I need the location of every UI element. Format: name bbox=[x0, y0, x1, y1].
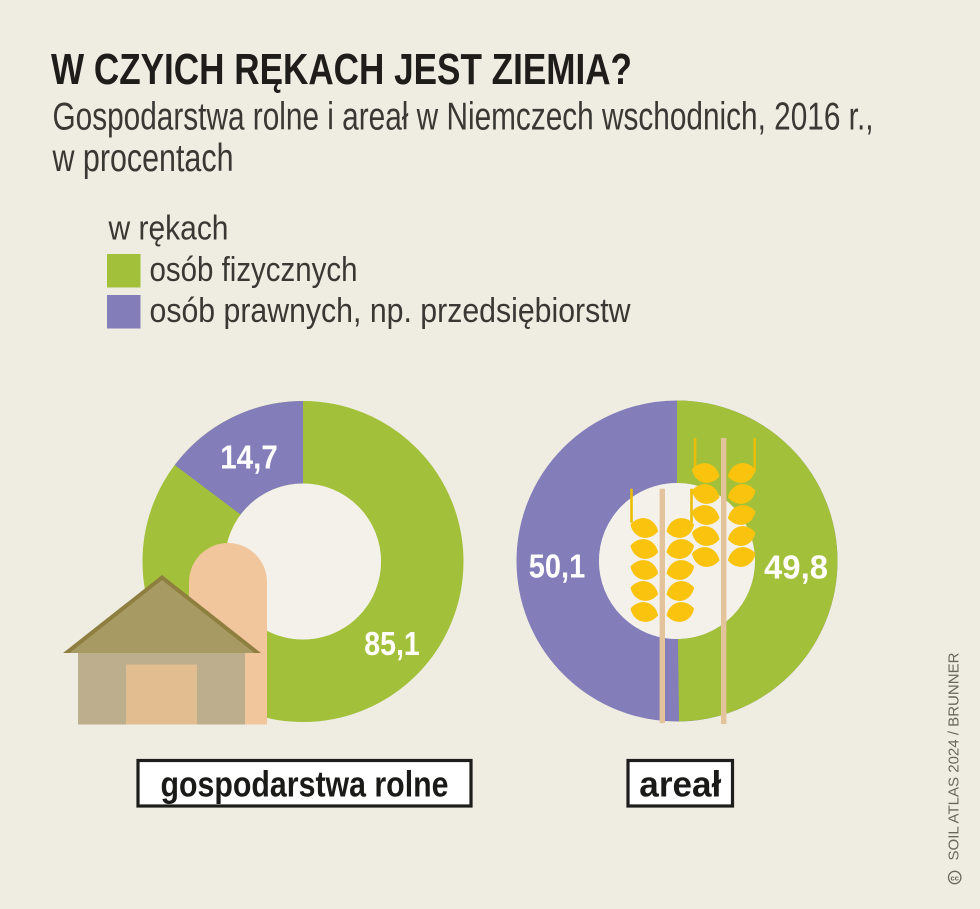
svg-text:14,7: 14,7 bbox=[220, 438, 278, 475]
svg-text:areał: areał bbox=[639, 764, 721, 805]
svg-text:gospodarstwa rolne: gospodarstwa rolne bbox=[161, 764, 449, 805]
svg-text:50,1: 50,1 bbox=[529, 547, 586, 584]
svg-text:w procentach: w procentach bbox=[52, 137, 234, 180]
svg-text:Gospodarstwa rolne i areał w N: Gospodarstwa rolne i areał w Niemczech w… bbox=[53, 96, 874, 139]
svg-text:49,8: 49,8 bbox=[764, 548, 828, 585]
svg-text:osób fizycznych: osób fizycznych bbox=[150, 251, 358, 289]
svg-text:osób prawnych, np. przedsiębio: osób prawnych, np. przedsiębiorstw bbox=[150, 292, 631, 330]
svg-text:SOIL ATLAS 2024 / BRUNNER: SOIL ATLAS 2024 / BRUNNER bbox=[946, 652, 963, 860]
svg-text:w rękach: w rękach bbox=[108, 210, 229, 248]
svg-text:W CZYICH RĘKACH JEST ZIEMIA?: W CZYICH RĘKACH JEST ZIEMIA? bbox=[51, 45, 632, 94]
svg-text:cc: cc bbox=[951, 873, 959, 882]
svg-text:85,1: 85,1 bbox=[364, 625, 420, 662]
